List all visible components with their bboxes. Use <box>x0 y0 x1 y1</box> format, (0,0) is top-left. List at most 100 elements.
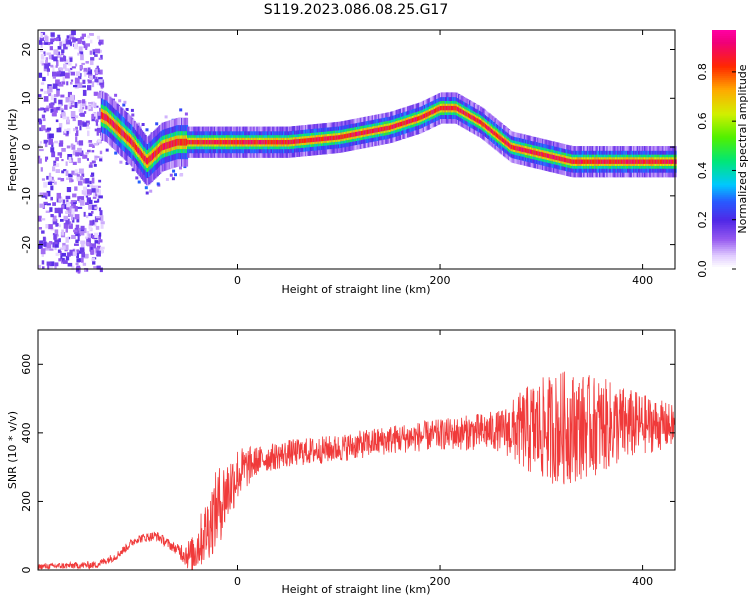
colorbar-segment <box>712 91 736 95</box>
spectrogram-cell <box>50 108 54 113</box>
spectrogram-cell <box>93 232 99 238</box>
spectrogram-cell <box>81 252 85 258</box>
spectrogram-ridge-cell <box>435 108 438 113</box>
spectrogram-ridge-cell <box>387 125 390 131</box>
spectrogram-cell <box>164 115 168 119</box>
colorbar-segment <box>712 119 736 123</box>
spectrogram-cell <box>98 42 102 45</box>
spectrogram-ridge-cell <box>267 140 270 145</box>
spectrogram-ridge-cell <box>586 159 590 164</box>
spectrogram-cell <box>84 227 87 234</box>
spectrogram-cell <box>125 108 129 111</box>
spectrogram-ridge-cell <box>108 116 111 124</box>
spectrogram-cell <box>56 88 60 91</box>
spectrogram-cell <box>81 100 87 107</box>
spectrogram-cell <box>91 177 95 184</box>
colorbar-ticks: 0.0 0.2 0.4 0.6 0.8 <box>696 63 736 278</box>
spectrogram-cell <box>71 214 74 221</box>
spectrogram-cell <box>61 170 65 174</box>
spectrogram-ridge-cell <box>165 142 168 150</box>
spectrogram-ridge-cell <box>418 116 421 121</box>
spectrogram-image <box>38 30 677 274</box>
spectrogram-ridge-cell <box>390 125 393 130</box>
spectrogram-cell <box>38 215 42 222</box>
spectrogram-cell <box>68 101 71 107</box>
spectrogram-ridge-cell <box>373 128 376 133</box>
spectrogram-cell <box>56 54 62 58</box>
colorbar-segment <box>712 93 736 97</box>
spectrogram-ridge-cell <box>123 131 127 139</box>
spectrogram-ridge-cell <box>164 142 167 150</box>
spectrogram-cell <box>44 36 49 43</box>
spectrogram-ridge-cell <box>114 122 117 130</box>
spectrogram-cell <box>88 140 93 143</box>
spectrogram-cell <box>44 107 49 112</box>
spectrogram-cell <box>48 42 51 46</box>
spectrogram-cell <box>65 97 70 103</box>
spectrogram-cell <box>61 205 65 209</box>
spectrogram-cell <box>48 176 52 181</box>
spectrogram-cell <box>79 250 84 254</box>
spectrogram-ridge-cell <box>264 140 267 145</box>
spectrogram-cell <box>97 217 101 220</box>
colorbar-segment <box>712 259 736 262</box>
spectrogram-cell <box>141 123 145 126</box>
spectrogram-cell <box>55 169 60 173</box>
spectrogram-cell <box>137 180 141 184</box>
spectrogram-cell <box>85 178 90 184</box>
spectrogram-ridge-cell <box>430 110 433 115</box>
spectrogram-ridge-cell <box>157 147 161 154</box>
spectrogram-cell <box>76 249 80 256</box>
spectrogram-cell <box>93 237 98 240</box>
colorbar-label: Normalized spectral amplitude <box>736 64 749 233</box>
spectrogram-ridge-cell <box>228 140 231 145</box>
spectrogram-cell <box>80 36 85 40</box>
spectrogram-ridge-cell <box>154 150 157 158</box>
spectrogram-cell <box>54 107 58 113</box>
spectrogram-ridge-cell <box>371 128 374 134</box>
spectrogram-cell <box>71 144 76 150</box>
spectrogram-ridge-cell <box>537 151 540 156</box>
spectrogram-ridge-cell <box>366 129 370 135</box>
spectrogram-ridge-cell <box>432 109 435 114</box>
spectrogram-ridge-cell <box>238 140 241 145</box>
spectrogram-ridge-cell <box>379 127 382 132</box>
y-tick-label: 0 <box>20 567 33 574</box>
colorbar-segment <box>712 107 736 111</box>
spectrogram-ridge-cell <box>527 148 530 154</box>
spectrogram-ridge-cell <box>290 139 293 145</box>
spectrogram-cell <box>96 131 99 136</box>
spectrogram-cell <box>90 57 95 61</box>
spectrogram-ridge-cell <box>459 108 462 113</box>
spectrogram-ridge-cell <box>494 131 497 137</box>
spectrogram-cell <box>45 57 48 62</box>
spectrogram-ridge-cell <box>650 159 653 164</box>
spectrogram-cell <box>41 63 44 66</box>
spectrogram-cell <box>93 220 97 227</box>
spectrogram-cell <box>73 128 76 132</box>
spectrogram-cell <box>43 90 48 94</box>
spectrogram-ridge-cell <box>422 114 425 119</box>
spectrogram-cell <box>86 231 90 237</box>
spectrogram-cell <box>65 38 69 43</box>
spectrogram-ridge-cell <box>343 134 346 139</box>
spectrogram-cell <box>62 199 66 204</box>
spectrogram-cell <box>64 40 69 47</box>
spectrogram-ridge-cell <box>427 111 430 117</box>
colorbar-segment <box>712 127 736 131</box>
spectrogram-cell <box>79 49 82 54</box>
spectrogram-cell <box>81 85 86 88</box>
spectrogram-cell <box>100 246 105 250</box>
spectrogram-cell <box>71 66 76 69</box>
spectrogram-cell <box>64 128 68 133</box>
spectrogram-cell <box>49 248 54 251</box>
spectrogram-ridge-cell <box>370 129 373 134</box>
spectrogram-cell <box>40 42 44 45</box>
spectrogram-ridge-cell <box>499 135 502 140</box>
spectrogram-ridge-cell <box>407 119 410 125</box>
spectrogram-ridge-cell <box>359 131 362 136</box>
spectrogram-cell <box>79 125 82 131</box>
colorbar-segment <box>712 227 736 230</box>
colorbar-segment <box>712 139 736 143</box>
spectrogram-cell <box>99 210 103 216</box>
